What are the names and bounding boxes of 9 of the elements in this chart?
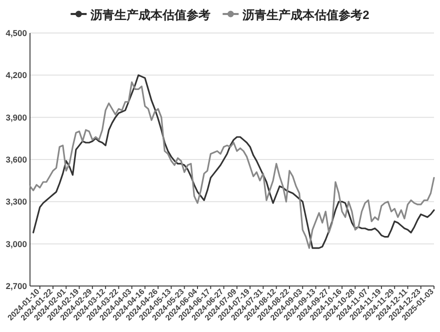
y-tick-label: 2,700 — [6, 281, 28, 291]
y-tick-label: 4,500 — [6, 28, 28, 38]
legend-label: 沥青生产成本估值参考 — [90, 8, 211, 22]
y-tick-label: 3,600 — [6, 154, 28, 164]
y-tick-label: 3,900 — [6, 112, 28, 122]
y-tick-label: 4,200 — [6, 70, 28, 80]
legend-label: 沥青生产成本估值参考2 — [242, 8, 370, 22]
y-tick-label: 3,300 — [6, 196, 28, 207]
y-tick-label: 3,000 — [6, 238, 28, 249]
